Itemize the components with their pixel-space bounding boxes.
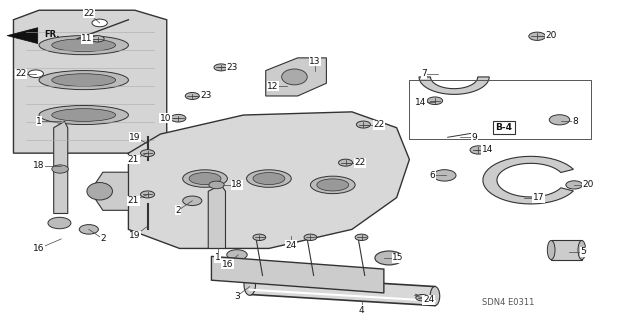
Text: 12: 12 bbox=[267, 82, 278, 91]
Text: 24: 24 bbox=[423, 295, 434, 304]
Circle shape bbox=[92, 19, 108, 27]
Circle shape bbox=[214, 64, 228, 71]
Text: 4: 4 bbox=[358, 306, 364, 315]
Text: FR.: FR. bbox=[44, 31, 60, 40]
Circle shape bbox=[428, 97, 443, 105]
Text: 8: 8 bbox=[573, 117, 579, 126]
Ellipse shape bbox=[282, 69, 307, 85]
Polygon shape bbox=[54, 122, 68, 213]
Circle shape bbox=[529, 32, 545, 41]
Circle shape bbox=[433, 170, 456, 181]
Circle shape bbox=[92, 36, 104, 42]
Circle shape bbox=[141, 150, 155, 157]
Circle shape bbox=[79, 225, 99, 234]
Ellipse shape bbox=[547, 241, 555, 260]
Text: 15: 15 bbox=[392, 254, 404, 263]
Ellipse shape bbox=[52, 109, 116, 122]
Circle shape bbox=[470, 146, 486, 154]
Polygon shape bbox=[250, 275, 435, 306]
Text: 22: 22 bbox=[15, 69, 27, 78]
Polygon shape bbox=[90, 172, 129, 210]
Circle shape bbox=[52, 165, 68, 173]
Ellipse shape bbox=[182, 170, 227, 187]
Circle shape bbox=[28, 70, 44, 78]
Polygon shape bbox=[13, 10, 167, 153]
Text: 13: 13 bbox=[309, 56, 321, 65]
Circle shape bbox=[182, 196, 202, 205]
Text: 20: 20 bbox=[545, 31, 557, 40]
Ellipse shape bbox=[244, 275, 255, 295]
Text: 23: 23 bbox=[200, 92, 212, 100]
Circle shape bbox=[141, 191, 155, 198]
Text: 24: 24 bbox=[285, 241, 297, 250]
Polygon shape bbox=[266, 58, 326, 96]
Ellipse shape bbox=[39, 106, 129, 124]
Text: 2: 2 bbox=[100, 234, 106, 243]
Text: 20: 20 bbox=[582, 181, 594, 189]
Circle shape bbox=[253, 234, 266, 241]
Circle shape bbox=[339, 159, 353, 166]
Ellipse shape bbox=[310, 176, 355, 194]
Circle shape bbox=[549, 115, 570, 125]
Text: 16: 16 bbox=[221, 260, 233, 269]
Ellipse shape bbox=[52, 74, 116, 86]
Text: 10: 10 bbox=[160, 114, 172, 123]
Polygon shape bbox=[129, 112, 410, 249]
Text: 22: 22 bbox=[83, 9, 95, 18]
Ellipse shape bbox=[317, 179, 349, 191]
Ellipse shape bbox=[87, 182, 113, 200]
Ellipse shape bbox=[39, 70, 129, 90]
Circle shape bbox=[375, 251, 403, 265]
Text: 16: 16 bbox=[33, 244, 45, 253]
Text: 21: 21 bbox=[128, 155, 140, 164]
Text: 18: 18 bbox=[231, 181, 243, 189]
Text: 17: 17 bbox=[532, 193, 544, 202]
Text: 5: 5 bbox=[580, 247, 586, 256]
Text: 18: 18 bbox=[33, 161, 45, 170]
Polygon shape bbox=[7, 28, 38, 44]
Text: 22: 22 bbox=[373, 120, 385, 129]
Circle shape bbox=[416, 294, 429, 301]
Text: 22: 22 bbox=[354, 158, 365, 167]
Text: B-4: B-4 bbox=[495, 123, 513, 132]
Circle shape bbox=[48, 217, 71, 229]
Ellipse shape bbox=[189, 173, 221, 185]
Ellipse shape bbox=[578, 241, 586, 260]
Text: SDN4 E0311: SDN4 E0311 bbox=[482, 298, 534, 307]
Circle shape bbox=[355, 234, 368, 241]
Circle shape bbox=[171, 115, 186, 122]
Ellipse shape bbox=[430, 286, 440, 306]
Text: 14: 14 bbox=[415, 98, 427, 107]
Text: 9: 9 bbox=[472, 133, 477, 142]
Circle shape bbox=[227, 250, 247, 260]
Text: 1: 1 bbox=[36, 117, 42, 126]
Text: 2: 2 bbox=[175, 206, 181, 215]
Ellipse shape bbox=[39, 36, 129, 55]
Text: 7: 7 bbox=[421, 69, 427, 78]
Ellipse shape bbox=[246, 170, 291, 187]
Ellipse shape bbox=[52, 39, 116, 51]
Text: 3: 3 bbox=[234, 292, 240, 300]
Circle shape bbox=[185, 93, 199, 100]
Polygon shape bbox=[551, 241, 582, 260]
Text: 19: 19 bbox=[129, 133, 141, 142]
Polygon shape bbox=[419, 77, 489, 94]
Text: 6: 6 bbox=[429, 171, 435, 180]
Circle shape bbox=[304, 234, 317, 241]
Text: 1: 1 bbox=[215, 254, 221, 263]
Text: 19: 19 bbox=[129, 231, 141, 240]
Polygon shape bbox=[211, 256, 384, 293]
Text: 23: 23 bbox=[226, 63, 237, 72]
Polygon shape bbox=[208, 185, 225, 249]
Circle shape bbox=[566, 181, 582, 189]
Text: 14: 14 bbox=[482, 145, 493, 154]
Polygon shape bbox=[483, 156, 573, 204]
Text: 11: 11 bbox=[81, 34, 93, 43]
Circle shape bbox=[356, 121, 371, 128]
Circle shape bbox=[209, 181, 224, 189]
Text: 21: 21 bbox=[128, 196, 140, 205]
Ellipse shape bbox=[253, 173, 285, 185]
